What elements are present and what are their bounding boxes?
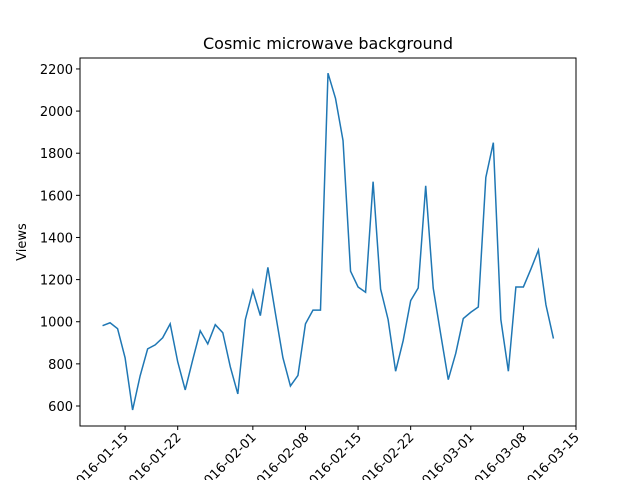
y-tick-label: 2200: [40, 63, 73, 78]
chart-title: Cosmic microwave background: [203, 34, 453, 53]
y-tick-label: 1200: [40, 274, 73, 289]
y-tick-label: 1000: [40, 316, 73, 331]
data-line: [102, 72, 555, 411]
plot-frame: [79, 57, 577, 427]
y-axis-label: Views: [15, 223, 30, 261]
y-tick-label: 2000: [40, 105, 73, 120]
y-tick-label: 1800: [40, 147, 73, 162]
y-tick-label: 600: [48, 400, 73, 415]
y-tick-label: 1400: [40, 231, 73, 246]
y-tick-label: 1600: [40, 189, 73, 204]
y-tick-label: 800: [48, 358, 73, 373]
